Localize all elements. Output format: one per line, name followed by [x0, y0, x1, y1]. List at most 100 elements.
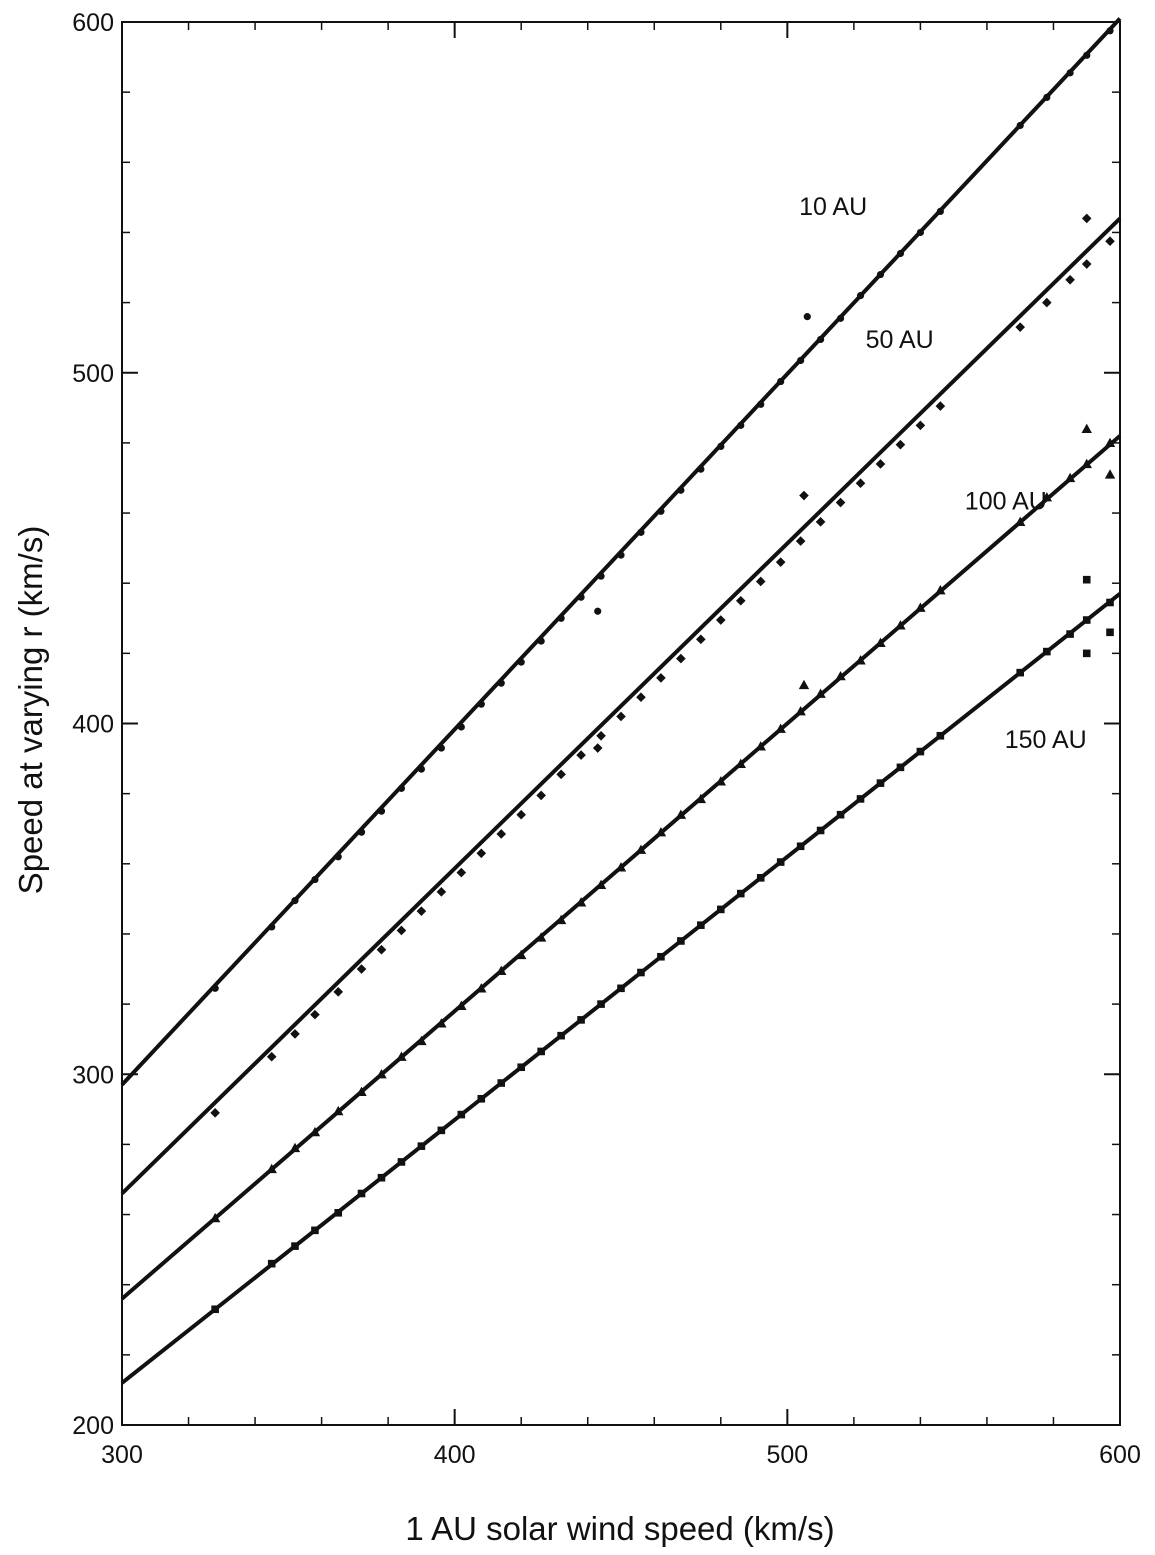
data-point	[437, 1126, 446, 1135]
data-point	[1083, 51, 1091, 59]
data-point	[1015, 516, 1026, 526]
fit-line	[120, 216, 1122, 1195]
outlier-point	[798, 679, 810, 690]
data-point	[876, 779, 885, 787]
data-point	[1082, 616, 1091, 624]
data-point	[290, 1029, 300, 1039]
data-point	[397, 1158, 406, 1166]
data-point	[915, 420, 926, 431]
data-point	[1016, 121, 1024, 130]
data-point	[557, 1031, 565, 1040]
x-tick-label: 300	[101, 1441, 143, 1469]
data-point	[936, 731, 945, 740]
data-point	[310, 1009, 320, 1020]
data-point	[776, 858, 785, 866]
data-point	[311, 1226, 319, 1235]
data-point	[775, 557, 786, 567]
data-point	[716, 615, 726, 625]
x-axis-title: 1 AU solar wind speed (km/s)	[405, 1510, 834, 1547]
data-point	[537, 637, 545, 645]
data-point	[796, 842, 805, 851]
outlier-point	[1082, 575, 1091, 584]
data-point	[1066, 69, 1074, 77]
data-point	[334, 1208, 343, 1217]
data-point	[356, 964, 367, 974]
data-point	[617, 984, 625, 993]
data-point	[496, 965, 507, 975]
data-point	[916, 228, 925, 237]
data-point	[835, 497, 846, 508]
x-tick-label: 400	[434, 1441, 476, 1469]
data-point	[575, 897, 587, 907]
data-point	[757, 400, 765, 408]
data-point	[376, 944, 387, 955]
data-point	[736, 889, 745, 898]
data-point	[916, 747, 925, 756]
data-point	[697, 465, 705, 473]
data-point	[1043, 647, 1051, 656]
data-point	[596, 730, 606, 741]
data-point	[717, 442, 725, 451]
data-point	[266, 1051, 277, 1062]
data-point	[577, 593, 585, 601]
data-point	[836, 314, 845, 322]
data-point	[396, 1051, 407, 1061]
data-point	[755, 576, 766, 587]
data-point	[735, 758, 746, 768]
series-label: 50 AU	[866, 326, 934, 354]
data-point	[497, 1079, 506, 1087]
data-point	[376, 1069, 387, 1079]
data-point	[556, 769, 566, 780]
data-point	[717, 905, 725, 914]
data-points	[209, 27, 1116, 1314]
data-point	[267, 1259, 276, 1268]
data-point	[835, 670, 846, 681]
data-point	[436, 1018, 447, 1028]
outlier-point	[594, 607, 602, 615]
data-point	[595, 879, 607, 890]
data-point	[856, 795, 865, 803]
data-point	[836, 810, 845, 819]
data-point	[657, 952, 665, 961]
outlier-point	[592, 743, 603, 753]
data-point	[616, 711, 626, 722]
data-point	[397, 784, 406, 792]
data-point	[537, 1047, 545, 1056]
data-point	[334, 853, 342, 861]
data-point	[676, 653, 686, 664]
data-point	[266, 1163, 277, 1174]
data-point	[677, 937, 685, 945]
data-point	[697, 921, 705, 929]
data-point	[656, 673, 666, 683]
data-point	[795, 536, 806, 546]
data-point	[936, 207, 944, 216]
data-point	[895, 439, 906, 450]
data-point	[417, 765, 425, 773]
data-point	[476, 848, 487, 859]
data-point	[935, 401, 946, 411]
data-point	[1015, 322, 1025, 332]
y-axis-title: Speed at varying r (km/s)	[12, 526, 49, 895]
data-point	[876, 270, 885, 279]
data-point	[696, 634, 706, 645]
x-tick-label: 500	[766, 1441, 808, 1469]
data-point	[935, 585, 946, 595]
data-point	[795, 706, 806, 716]
data-point	[695, 793, 707, 804]
data-point	[635, 844, 647, 854]
outlier-point	[1081, 423, 1092, 434]
data-point	[357, 1189, 366, 1198]
data-point	[637, 528, 645, 536]
data-point	[211, 1305, 219, 1314]
data-point	[856, 291, 865, 300]
data-point	[1081, 458, 1092, 469]
data-point	[1081, 259, 1092, 269]
data-point	[777, 377, 785, 386]
data-point	[476, 983, 487, 993]
data-point	[477, 700, 485, 708]
data-point	[456, 1000, 467, 1011]
outlier-point	[1106, 628, 1114, 637]
